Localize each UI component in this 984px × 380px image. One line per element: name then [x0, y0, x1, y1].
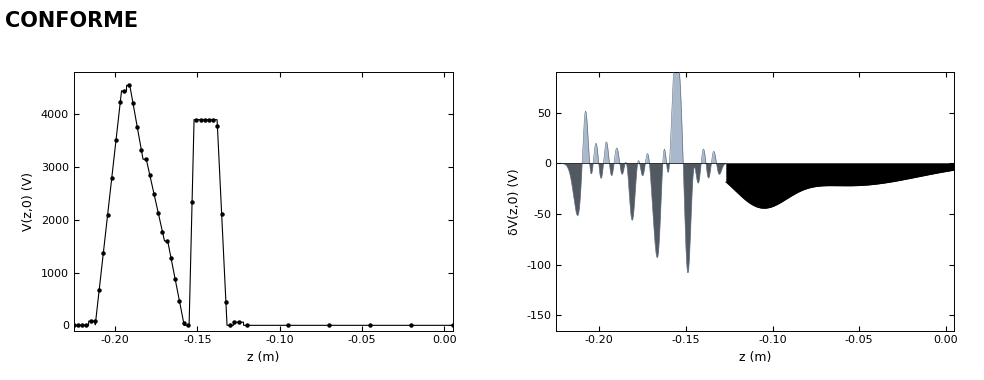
Y-axis label: V(z,0) (V): V(z,0) (V): [23, 172, 35, 231]
Text: CONFORME: CONFORME: [5, 11, 138, 32]
X-axis label: z (m): z (m): [739, 351, 771, 364]
Y-axis label: δV(z,0) (V): δV(z,0) (V): [508, 168, 521, 235]
X-axis label: z (m): z (m): [247, 351, 279, 364]
